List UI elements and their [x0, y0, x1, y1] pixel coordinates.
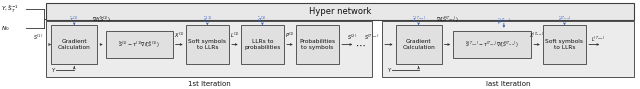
- FancyBboxPatch shape: [296, 25, 339, 64]
- FancyBboxPatch shape: [382, 21, 634, 77]
- Text: $N_0$: $N_0$: [1, 24, 10, 33]
- Text: $X^{(1)}$: $X^{(1)}$: [174, 31, 184, 40]
- FancyBboxPatch shape: [543, 25, 586, 64]
- FancyBboxPatch shape: [46, 3, 634, 20]
- Text: Soft symbols
to LLRs: Soft symbols to LLRs: [545, 39, 584, 50]
- Text: $\hat{\rho}^{(T_{max})}$: $\hat{\rho}^{(T_{max})}$: [497, 17, 511, 27]
- Text: $\cdots$: $\cdots$: [355, 40, 366, 49]
- Text: $\hat{\epsilon}^{(T_{max})}$: $\hat{\epsilon}^{(T_{max})}$: [557, 15, 572, 24]
- Text: $S^{(T_{max})}$: $S^{(T_{max})}$: [364, 33, 380, 42]
- Text: $\hat{\tau}^{(T_{max})}$: $\hat{\tau}^{(T_{max})}$: [412, 15, 426, 24]
- Text: Hyper network: Hyper network: [308, 7, 371, 16]
- FancyBboxPatch shape: [453, 31, 531, 58]
- Text: $\hat{\epsilon}^{(1)}$: $\hat{\epsilon}^{(1)}$: [203, 15, 212, 24]
- Text: last Iteration: last Iteration: [486, 81, 530, 87]
- Text: LLRs to
probabilities: LLRs to probabilities: [244, 39, 280, 50]
- Text: $\hat{\rho}^{(1)}$: $\hat{\rho}^{(1)}$: [257, 14, 268, 24]
- Text: $\hat{S}^{(1)}-\tau^{(1)}\nabla f(\hat{S}^{(1)})$: $\hat{S}^{(1)}-\tau^{(1)}\nabla f(\hat{S…: [118, 39, 160, 50]
- Text: $\nabla f(\hat{S}^{(1)})$: $\nabla f(\hat{S}^{(1)})$: [92, 15, 111, 25]
- Text: $S^{(2)}$: $S^{(2)}$: [347, 33, 357, 42]
- FancyBboxPatch shape: [241, 25, 284, 64]
- Text: $L^{(1)}$: $L^{(1)}$: [230, 31, 240, 40]
- Text: $Y$: $Y$: [51, 66, 56, 74]
- Text: $L^{(T_{max})}$: $L^{(T_{max})}$: [591, 35, 605, 44]
- Text: $Y, \hat{S}_T^{-1}$: $Y, \hat{S}_T^{-1}$: [1, 3, 19, 15]
- Text: Gradient
Calculation: Gradient Calculation: [58, 39, 91, 50]
- Text: $Y$: $Y$: [387, 66, 392, 74]
- FancyBboxPatch shape: [46, 21, 372, 77]
- Text: $\nabla f(\hat{S}^{(T_{max})})$: $\nabla f(\hat{S}^{(T_{max})})$: [436, 15, 459, 25]
- FancyBboxPatch shape: [186, 25, 229, 64]
- Text: $P^{(1)}$: $P^{(1)}$: [285, 31, 295, 40]
- Text: $S^{(1)}$: $S^{(1)}$: [33, 33, 44, 42]
- FancyBboxPatch shape: [396, 25, 442, 64]
- Text: Soft symbols
to LLRs: Soft symbols to LLRs: [188, 39, 227, 50]
- Text: Probabilities
to symbols: Probabilities to symbols: [300, 39, 335, 50]
- Text: 1st Iteration: 1st Iteration: [188, 81, 230, 87]
- Text: Gradient
Calculation: Gradient Calculation: [402, 39, 435, 50]
- Text: $\hat{S}^{(T_{max})}-\tau^{(T_{max})}\nabla f(\hat{S}^{(T_{max})})$: $\hat{S}^{(T_{max})}-\tau^{(T_{max})}\na…: [465, 39, 519, 50]
- FancyBboxPatch shape: [51, 25, 97, 64]
- Text: $X^{(T_{max})}$: $X^{(T_{max})}$: [529, 31, 545, 40]
- FancyBboxPatch shape: [106, 31, 173, 58]
- Text: $\hat{\tau}^{(1)}$: $\hat{\tau}^{(1)}$: [69, 15, 79, 24]
